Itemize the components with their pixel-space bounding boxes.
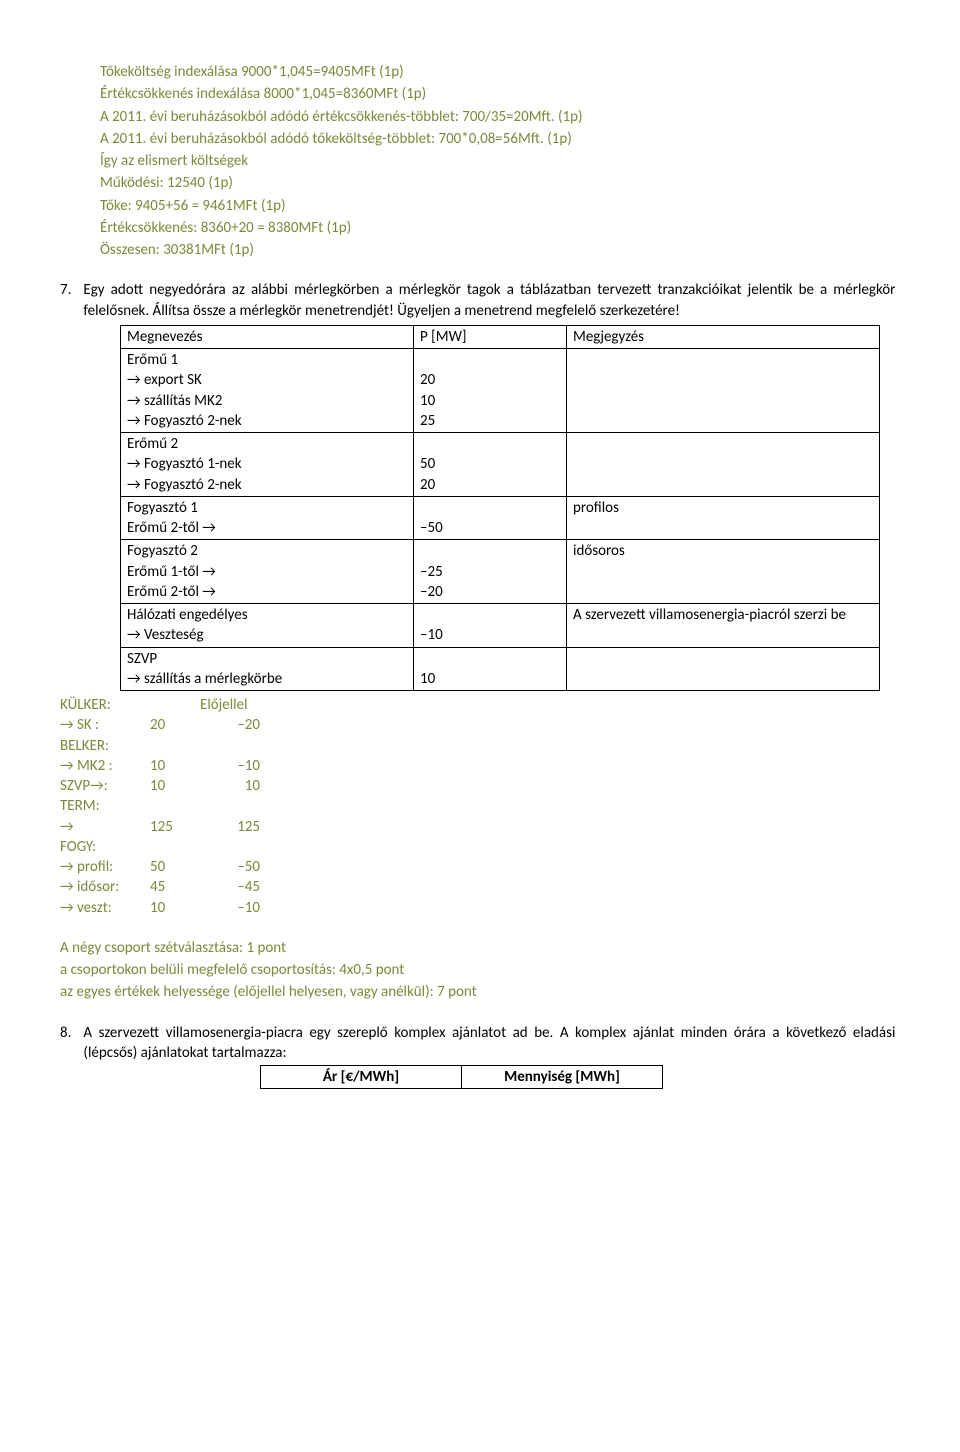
question-text: Egy adott negyedórára az alábbi mérlegkö… — [83, 280, 895, 321]
offer-table: Ár [€/MWh] Mennyiség [MWh] — [260, 1065, 663, 1089]
summary-label: SZVP→: — [60, 776, 150, 796]
cell-text: → Veszteség — [127, 625, 407, 645]
question-number: 7. — [60, 280, 80, 300]
summary-value: –10 — [200, 756, 260, 776]
summary-value: 50 — [150, 857, 200, 877]
calc-line: Összesen: 30381MFt (1p) — [100, 240, 900, 260]
cell-value: 25 — [420, 411, 560, 431]
cell-text: Erőmű 2 — [127, 434, 407, 454]
summary-label: FOGY: — [60, 837, 150, 857]
summary-label: → — [60, 817, 150, 837]
cell-value: –20 — [420, 582, 560, 602]
cell-value: –10 — [420, 625, 560, 645]
question-number: 8. — [60, 1023, 80, 1043]
calc-line: Így az elismert költségek — [100, 151, 900, 171]
summary-value: –45 — [200, 877, 260, 897]
transactions-table: Megnevezés P [MW] Megjegyzés Erőmű 1 → e… — [120, 325, 880, 691]
cell-value: 50 — [420, 454, 560, 474]
col-header: Ár [€/MWh] — [261, 1066, 462, 1089]
summary-value: 10 — [150, 776, 200, 796]
question-7: 7. Egy adott negyedórára az alábbi mérle… — [60, 280, 900, 321]
summary-value: 125 — [150, 817, 200, 837]
table-row: SZVP → szállítás a mérlegkörbe 10 — [121, 647, 880, 691]
question-8: 8. A szervezett villamosenergia-piacra e… — [60, 1023, 900, 1064]
col-header: P [MW] — [414, 325, 567, 348]
table-row: Fogyasztó 1 Erőmű 2-től → –50 profilos — [121, 496, 880, 540]
calc-line: Tőke: 9405+56 = 9461MFt (1p) — [100, 196, 900, 216]
cell-text: Fogyasztó 1 — [127, 498, 407, 518]
calc-line: Működési: 12540 (1p) — [100, 173, 900, 193]
cell-value: –25 — [420, 562, 560, 582]
summary-label: → SK : — [60, 715, 150, 735]
table-row: Erőmű 2 → Fogyasztó 1-nek → Fogyasztó 2-… — [121, 433, 880, 497]
cell-text: Erőmű 2-től → — [127, 518, 407, 538]
summary-label: → profil: — [60, 857, 150, 877]
summary-label: → MK2 : — [60, 756, 150, 776]
calc-line: A 2011. évi beruházásokból adódó tőkeköl… — [100, 129, 900, 149]
cell-text: Erőmű 2-től → — [127, 582, 407, 602]
cell-text: → szállítás MK2 — [127, 391, 407, 411]
summary-value: 20 — [150, 715, 200, 735]
summary-value: 45 — [150, 877, 200, 897]
calc-line: Tőkeköltség indexálása 9000*1,045=9405MF… — [100, 62, 900, 82]
scoring-line: A négy csoport szétválasztása: 1 pont — [60, 938, 900, 958]
calc-line: Értékcsökkenés indexálása 8000*1,045=836… — [100, 84, 900, 104]
summary-value: –10 — [200, 898, 260, 918]
cell-value: 20 — [420, 370, 560, 390]
cell-text: → Fogyasztó 2-nek — [127, 411, 407, 431]
cell-text: → Fogyasztó 1-nek — [127, 454, 407, 474]
question-text: A szervezett villamosenergia-piacra egy … — [83, 1023, 895, 1064]
cell-value: 10 — [420, 669, 560, 689]
scoring-line: az egyes értékek helyessége (előjellel h… — [60, 982, 900, 1002]
table-row: Erőmű 1 → export SK → szállítás MK2 → Fo… — [121, 349, 880, 433]
cell-text: → Fogyasztó 2-nek — [127, 475, 407, 495]
summary-value: 10 — [200, 776, 260, 796]
calc-line: Értékcsökkenés: 8360+20 = 8380MFt (1p) — [100, 218, 900, 238]
summary-label: KÜLKER: — [60, 695, 150, 715]
calc-block: Tőkeköltség indexálása 9000*1,045=9405MF… — [100, 62, 900, 260]
summary-label: TERM: — [60, 796, 150, 816]
table-row: Fogyasztó 2 Erőmű 1-től → Erőmű 2-től → … — [121, 540, 880, 604]
cell-note: profilos — [567, 496, 880, 540]
summary-value: 10 — [150, 756, 200, 776]
cell-text: Erőmű 1-től → — [127, 562, 407, 582]
cell-text: Erőmű 1 — [127, 350, 407, 370]
cell-note: A szervezett villamosenergia-piacról sze… — [567, 604, 880, 648]
cell-text: SZVP — [127, 649, 407, 669]
summary-value: –50 — [200, 857, 260, 877]
cell-text: → export SK — [127, 370, 407, 390]
cell-value: –50 — [420, 518, 560, 538]
col-header: Mennyiség [MWh] — [462, 1066, 663, 1089]
scoring-block: A négy csoport szétválasztása: 1 pont a … — [60, 938, 900, 1003]
calc-line: A 2011. évi beruházásokból adódó értékcs… — [100, 107, 900, 127]
cell-value: 20 — [420, 475, 560, 495]
summary-label: → veszt: — [60, 898, 150, 918]
col-header: Megnevezés — [121, 325, 414, 348]
table-header-row: Megnevezés P [MW] Megjegyzés — [121, 325, 880, 348]
summary-value: –20 — [200, 715, 260, 735]
summary-label: Előjellel — [200, 695, 260, 715]
cell-text: → szállítás a mérlegkörbe — [127, 669, 407, 689]
summary-block: KÜLKER: Előjellel → SK : 20 –20 BELKER: … — [60, 695, 900, 918]
cell-text: Hálózati engedélyes — [127, 605, 407, 625]
summary-value: 10 — [150, 898, 200, 918]
summary-value: 125 — [200, 817, 260, 837]
table-row: Hálózati engedélyes → Veszteség –10 A sz… — [121, 604, 880, 648]
summary-label: BELKER: — [60, 736, 150, 756]
summary-label: → idősor: — [60, 877, 150, 897]
scoring-line: a csoportokon belüli megfelelő csoportos… — [60, 960, 900, 980]
cell-text: Fogyasztó 2 — [127, 541, 407, 561]
cell-note: idősoros — [567, 540, 880, 604]
col-header: Megjegyzés — [567, 325, 880, 348]
cell-value: 10 — [420, 391, 560, 411]
